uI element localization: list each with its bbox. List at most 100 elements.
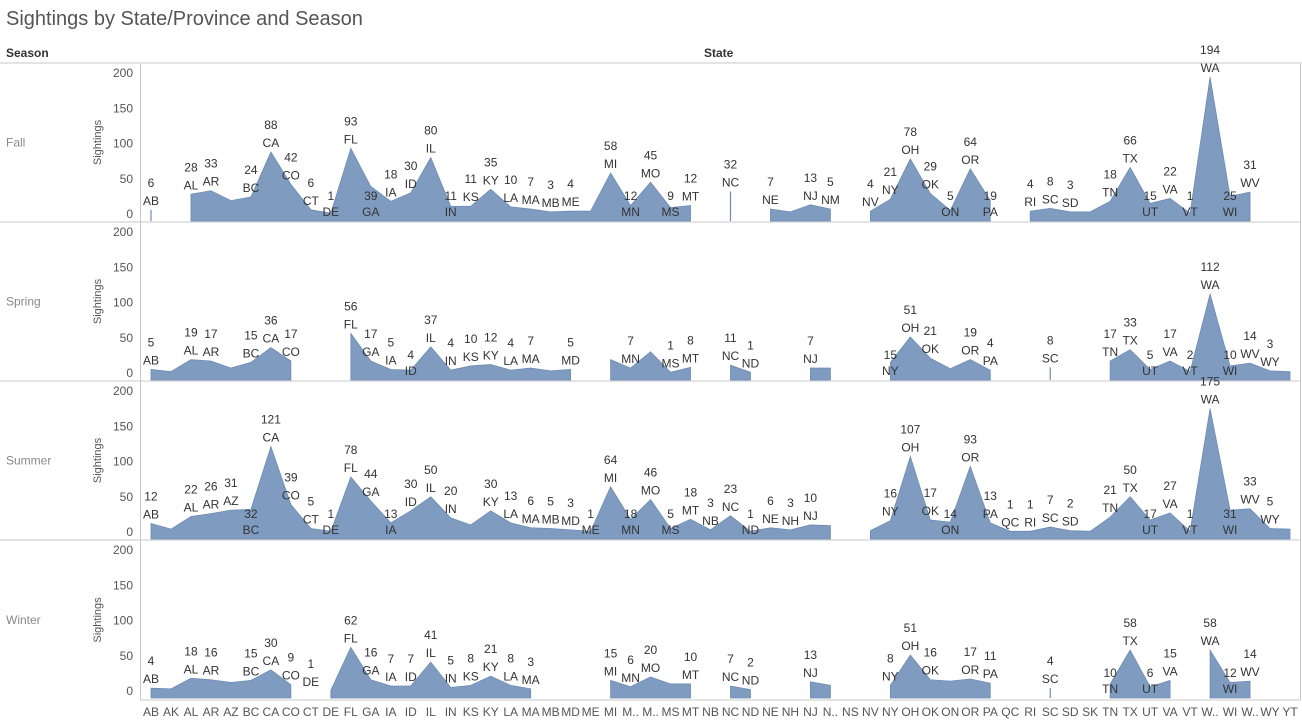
data-label-value: 1 [1027,497,1034,511]
data-label-value: 6 [527,494,534,508]
data-label-value: 4 [407,348,414,362]
data-label-value: 1 [1187,189,1194,203]
data-label-state: FL [344,631,358,645]
data-label-value: 4 [867,177,874,191]
data-label-value: 13 [804,648,818,662]
season-label: Spring [6,295,41,309]
x-tick-label: SC [1042,705,1059,719]
data-label-state: VA [1163,345,1178,359]
x-tick-label: N.. [823,705,838,719]
data-label-value: 4 [987,336,994,350]
y-tick-label: 0 [126,207,133,221]
x-tick-label: GA [362,705,379,719]
data-label-value: 88 [264,118,278,132]
x-tick-label: M.. [622,705,639,719]
data-label-value: 35 [484,155,498,169]
data-label-state: RI [1024,515,1036,529]
data-label-state: MS [662,356,680,370]
x-tick-label: CT [303,705,320,719]
y-tick-label: 200 [113,225,133,239]
data-label-value: 32 [724,157,738,171]
data-label-value: 12 [1223,666,1237,680]
area-series-winter [150,669,292,699]
data-label-state: MN [621,523,640,537]
x-tick-label: NH [782,705,799,719]
data-label-value: 22 [184,482,198,496]
data-label-value: 58 [604,139,618,153]
data-label-value: 194 [1200,43,1220,57]
data-label-state: CO [282,669,300,683]
data-label-value: 1 [747,338,754,352]
x-tick-label: OR [961,705,979,719]
y-tick-label: 100 [113,455,133,469]
data-label-value: 1 [667,338,674,352]
data-label-value: 7 [727,652,734,666]
data-label-state: WY [1260,355,1279,369]
x-tick-label: VT [1182,705,1198,719]
data-label-state: ND [742,523,760,537]
data-label-state: UT [1142,364,1159,378]
y-tick-label: 150 [113,260,133,274]
y-axis-title: Sightings [92,597,104,643]
data-label-value: 17 [284,327,298,341]
data-label-value: 45 [644,148,658,162]
data-label-value: 15 [1143,189,1157,203]
data-label-state: IA [385,185,396,199]
x-tick-label: MI [604,705,617,719]
data-label-value: 12 [484,331,498,345]
x-tick-label: TX [1122,705,1137,719]
area-series-summer [869,408,1291,540]
data-label-value: 28 [184,160,198,174]
data-label-state: MS [662,205,680,219]
x-tick-label: NJ [803,705,818,719]
y-tick-label: 50 [120,172,134,186]
x-tick-label: NC [722,705,740,719]
y-tick-label: 0 [126,366,133,380]
data-label-state: CT [303,512,320,526]
x-tick-label: TN [1102,705,1118,719]
data-label-value: 8 [467,651,474,665]
data-label-state: NY [882,364,899,378]
data-label-value: 9 [288,651,295,665]
data-label-state: NB [702,514,719,528]
data-label-value: 39 [284,471,298,485]
data-label-value: 18 [624,507,638,521]
data-label-state: SD [1062,196,1079,210]
data-label-value: 80 [424,124,438,138]
data-label-value: 3 [1267,337,1274,351]
data-label-state: CO [282,345,300,359]
data-label-state: GA [362,664,379,678]
data-label-value: 15 [244,328,258,342]
data-label-state: WV [1240,493,1259,507]
data-label-value: 21 [924,324,938,338]
data-label-value: 33 [204,157,218,171]
data-label-value: 19 [984,189,998,203]
data-label-state: NC [722,500,740,514]
data-label-state: RI [1024,195,1036,209]
data-label-state: DE [323,523,340,537]
data-label-state: TN [1102,185,1118,199]
data-label-value: 10 [1223,348,1237,362]
data-label-state: ME [562,195,580,209]
data-label-state: NJ [803,666,818,680]
data-label-state: AR [203,175,220,189]
area-series-fall [1029,77,1251,222]
data-label-state: WI [1223,682,1238,696]
data-label-value: 11 [464,172,477,186]
data-label-value: 13 [804,171,818,185]
data-label-state: CA [263,136,280,150]
data-label-state: OH [901,441,919,455]
data-label-state: DE [303,675,320,689]
data-label-state: LA [503,669,518,683]
x-tick-label: AL [184,705,199,719]
data-label-value: 66 [1123,133,1137,147]
y-tick-label: 100 [113,614,133,628]
data-label-state: CO [282,489,300,503]
data-label-value: 4 [567,177,574,191]
data-label-value: 5 [387,335,394,349]
data-label-value: 23 [724,482,738,496]
data-label-state: MN [621,352,640,366]
x-tick-label: M.. [642,705,659,719]
data-label-state: AZ [223,494,238,508]
